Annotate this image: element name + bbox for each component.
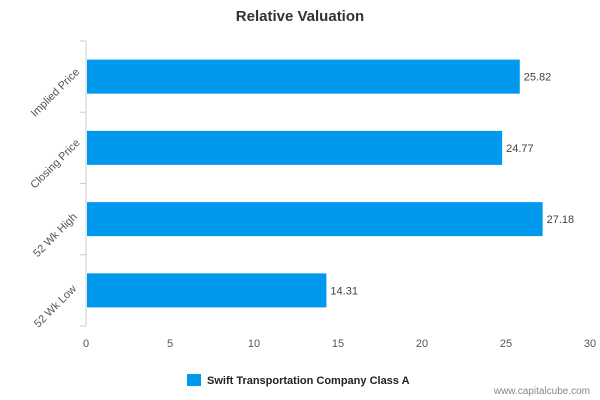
category-axis-labels: Implied Price Closing Price 52 Wk High 52 W… <box>28 66 82 330</box>
x-tick-label: 5 <box>167 338 173 350</box>
x-tick-label: 0 <box>83 338 89 350</box>
x-tick-label: 10 <box>248 338 260 350</box>
data-label: 25.82 <box>524 72 552 84</box>
x-tick-label: 20 <box>416 338 428 350</box>
category-label: 52 Wk High <box>31 211 80 260</box>
bar <box>87 130 503 165</box>
value-axis-tick-labels: 0 5 10 15 20 25 30 <box>83 338 596 350</box>
category-label: 52 Wk Low <box>32 283 79 330</box>
bar-series <box>87 59 543 308</box>
chart-title: Relative Valuation <box>236 8 364 25</box>
bar <box>87 202 543 237</box>
data-labels: 25.82 24.77 27.18 14.31 <box>330 72 574 298</box>
data-label: 27.18 <box>547 214 575 226</box>
bar <box>87 59 520 94</box>
x-tick-label: 30 <box>584 338 596 350</box>
legend-swatch <box>187 374 201 386</box>
legend: Swift Transportation Company Class A <box>187 374 410 387</box>
category-label: Implied Price <box>29 66 82 119</box>
x-tick-label: 25 <box>500 338 512 350</box>
legend-label: Swift Transportation Company Class A <box>207 375 410 387</box>
bar <box>87 273 327 308</box>
category-axis-ticks <box>80 40 86 327</box>
category-label: Closing Price <box>28 137 82 191</box>
watermark: www.capitalcube.com <box>493 386 590 397</box>
data-label: 24.77 <box>506 143 534 155</box>
data-label: 14.31 <box>330 285 358 297</box>
x-tick-label: 15 <box>332 338 344 350</box>
